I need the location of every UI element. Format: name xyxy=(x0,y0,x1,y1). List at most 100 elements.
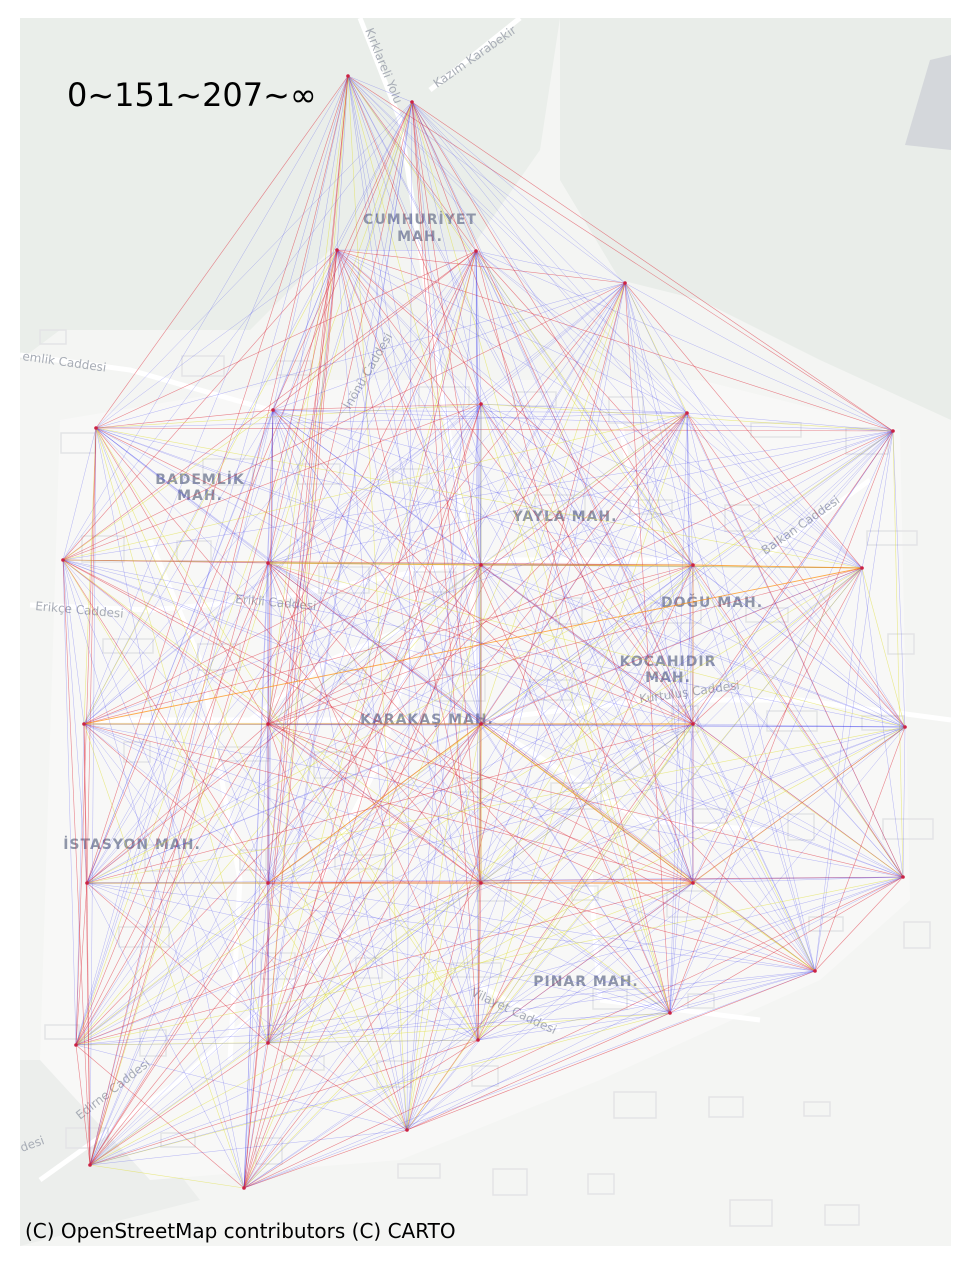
district-label: MAH. xyxy=(645,670,691,686)
flow-edge xyxy=(75,403,482,1046)
street-line xyxy=(38,928,352,1183)
node-n20 xyxy=(903,725,907,729)
city-block xyxy=(534,494,586,516)
flow-edge xyxy=(267,726,906,884)
flow-edge xyxy=(814,567,863,972)
flow-edge xyxy=(89,1039,479,1166)
node-n11 xyxy=(61,558,65,562)
flow-edge xyxy=(75,430,894,1046)
district-label: MAH. xyxy=(397,229,443,245)
flow-edge xyxy=(267,282,626,725)
flow-edge xyxy=(477,876,904,1041)
city-block xyxy=(629,499,673,515)
city-block xyxy=(787,813,815,841)
flow-edge xyxy=(86,882,269,1044)
flow-edge xyxy=(411,101,482,884)
flow-edge xyxy=(83,723,269,1044)
flow-edge xyxy=(686,412,694,884)
flow-edge xyxy=(75,75,349,1046)
flow-edges xyxy=(62,75,906,1189)
legend-title: 0~151~207~∞ xyxy=(67,76,317,114)
flow-edge xyxy=(480,412,688,884)
street-line xyxy=(29,557,690,613)
flow-edge xyxy=(686,412,904,878)
flow-edge xyxy=(75,101,413,1046)
flow-edge xyxy=(267,409,274,884)
flow-edge xyxy=(477,412,688,1041)
flow-edge xyxy=(267,412,688,884)
flow-edge xyxy=(243,723,694,1189)
flow-edge xyxy=(686,412,894,432)
flow-edge xyxy=(86,882,671,1014)
node-n03 xyxy=(335,248,339,252)
flow-edge xyxy=(95,427,408,1131)
flow-edge xyxy=(86,430,894,884)
flow-edge xyxy=(267,430,894,1044)
city-block xyxy=(613,1091,657,1119)
flow-edge xyxy=(267,723,816,972)
flow-edge xyxy=(267,562,904,878)
flow-edge xyxy=(62,559,694,884)
flow-edge xyxy=(267,723,482,1044)
node-n17 xyxy=(266,722,270,726)
flow-edge xyxy=(62,409,274,561)
flow-edge xyxy=(272,409,894,432)
street-line xyxy=(19,352,271,413)
flow-edge xyxy=(62,559,269,725)
flow-edge xyxy=(406,723,694,1131)
city-block xyxy=(355,957,383,979)
flow-edge xyxy=(75,876,904,1046)
flow-edge xyxy=(336,249,894,432)
flow-edge xyxy=(411,101,688,414)
flow-edge xyxy=(406,876,904,1131)
flow-edge xyxy=(86,403,482,884)
city-block xyxy=(418,386,470,408)
flow-edge xyxy=(75,1012,671,1046)
street-line xyxy=(147,539,243,1061)
flow-edge xyxy=(95,427,269,564)
flow-edge xyxy=(272,409,694,884)
flow-edge xyxy=(477,882,482,1041)
flow-edge xyxy=(480,723,694,884)
flow-edge xyxy=(624,282,816,972)
flow-edge xyxy=(347,75,482,566)
city-block xyxy=(729,1199,773,1227)
flow-edge xyxy=(267,723,694,884)
flow-edge xyxy=(267,430,894,564)
node-n07 xyxy=(271,408,275,412)
flow-edge xyxy=(243,249,338,1189)
city-block xyxy=(803,1101,831,1117)
flow-edge xyxy=(692,882,816,972)
flow-edge xyxy=(243,1042,269,1189)
flow-edge xyxy=(411,101,482,566)
street-line xyxy=(468,977,562,1033)
city-block xyxy=(102,638,154,654)
flow-edge xyxy=(86,567,863,884)
city-block xyxy=(529,679,573,701)
node-n21 xyxy=(85,881,89,885)
flow-edge xyxy=(480,430,894,725)
flow-edge xyxy=(272,409,482,725)
flow-edge xyxy=(95,250,477,429)
flow-edge xyxy=(692,723,906,728)
flow-edge xyxy=(62,559,482,725)
flow-edge xyxy=(480,403,894,432)
district-label: PINAR MAH. xyxy=(533,974,638,990)
flow-edge xyxy=(475,250,482,405)
flow-edge xyxy=(89,882,694,1166)
flow-edge xyxy=(83,412,688,725)
flow-edge xyxy=(406,882,482,1131)
flow-edge xyxy=(75,1044,245,1189)
flow-edge xyxy=(89,564,482,1166)
map-attribution: (C) OpenStreetMap contributors (C) CARTO xyxy=(25,1219,456,1243)
city-block xyxy=(513,391,557,407)
city-block xyxy=(65,1127,109,1149)
flow-edge xyxy=(480,282,626,405)
flow-edge xyxy=(692,723,816,972)
city-block xyxy=(318,566,370,594)
flow-edge xyxy=(95,75,349,429)
flow-edge xyxy=(86,562,269,884)
flow-edge xyxy=(62,559,269,884)
city-block xyxy=(866,530,918,546)
flow-edge xyxy=(95,427,269,725)
